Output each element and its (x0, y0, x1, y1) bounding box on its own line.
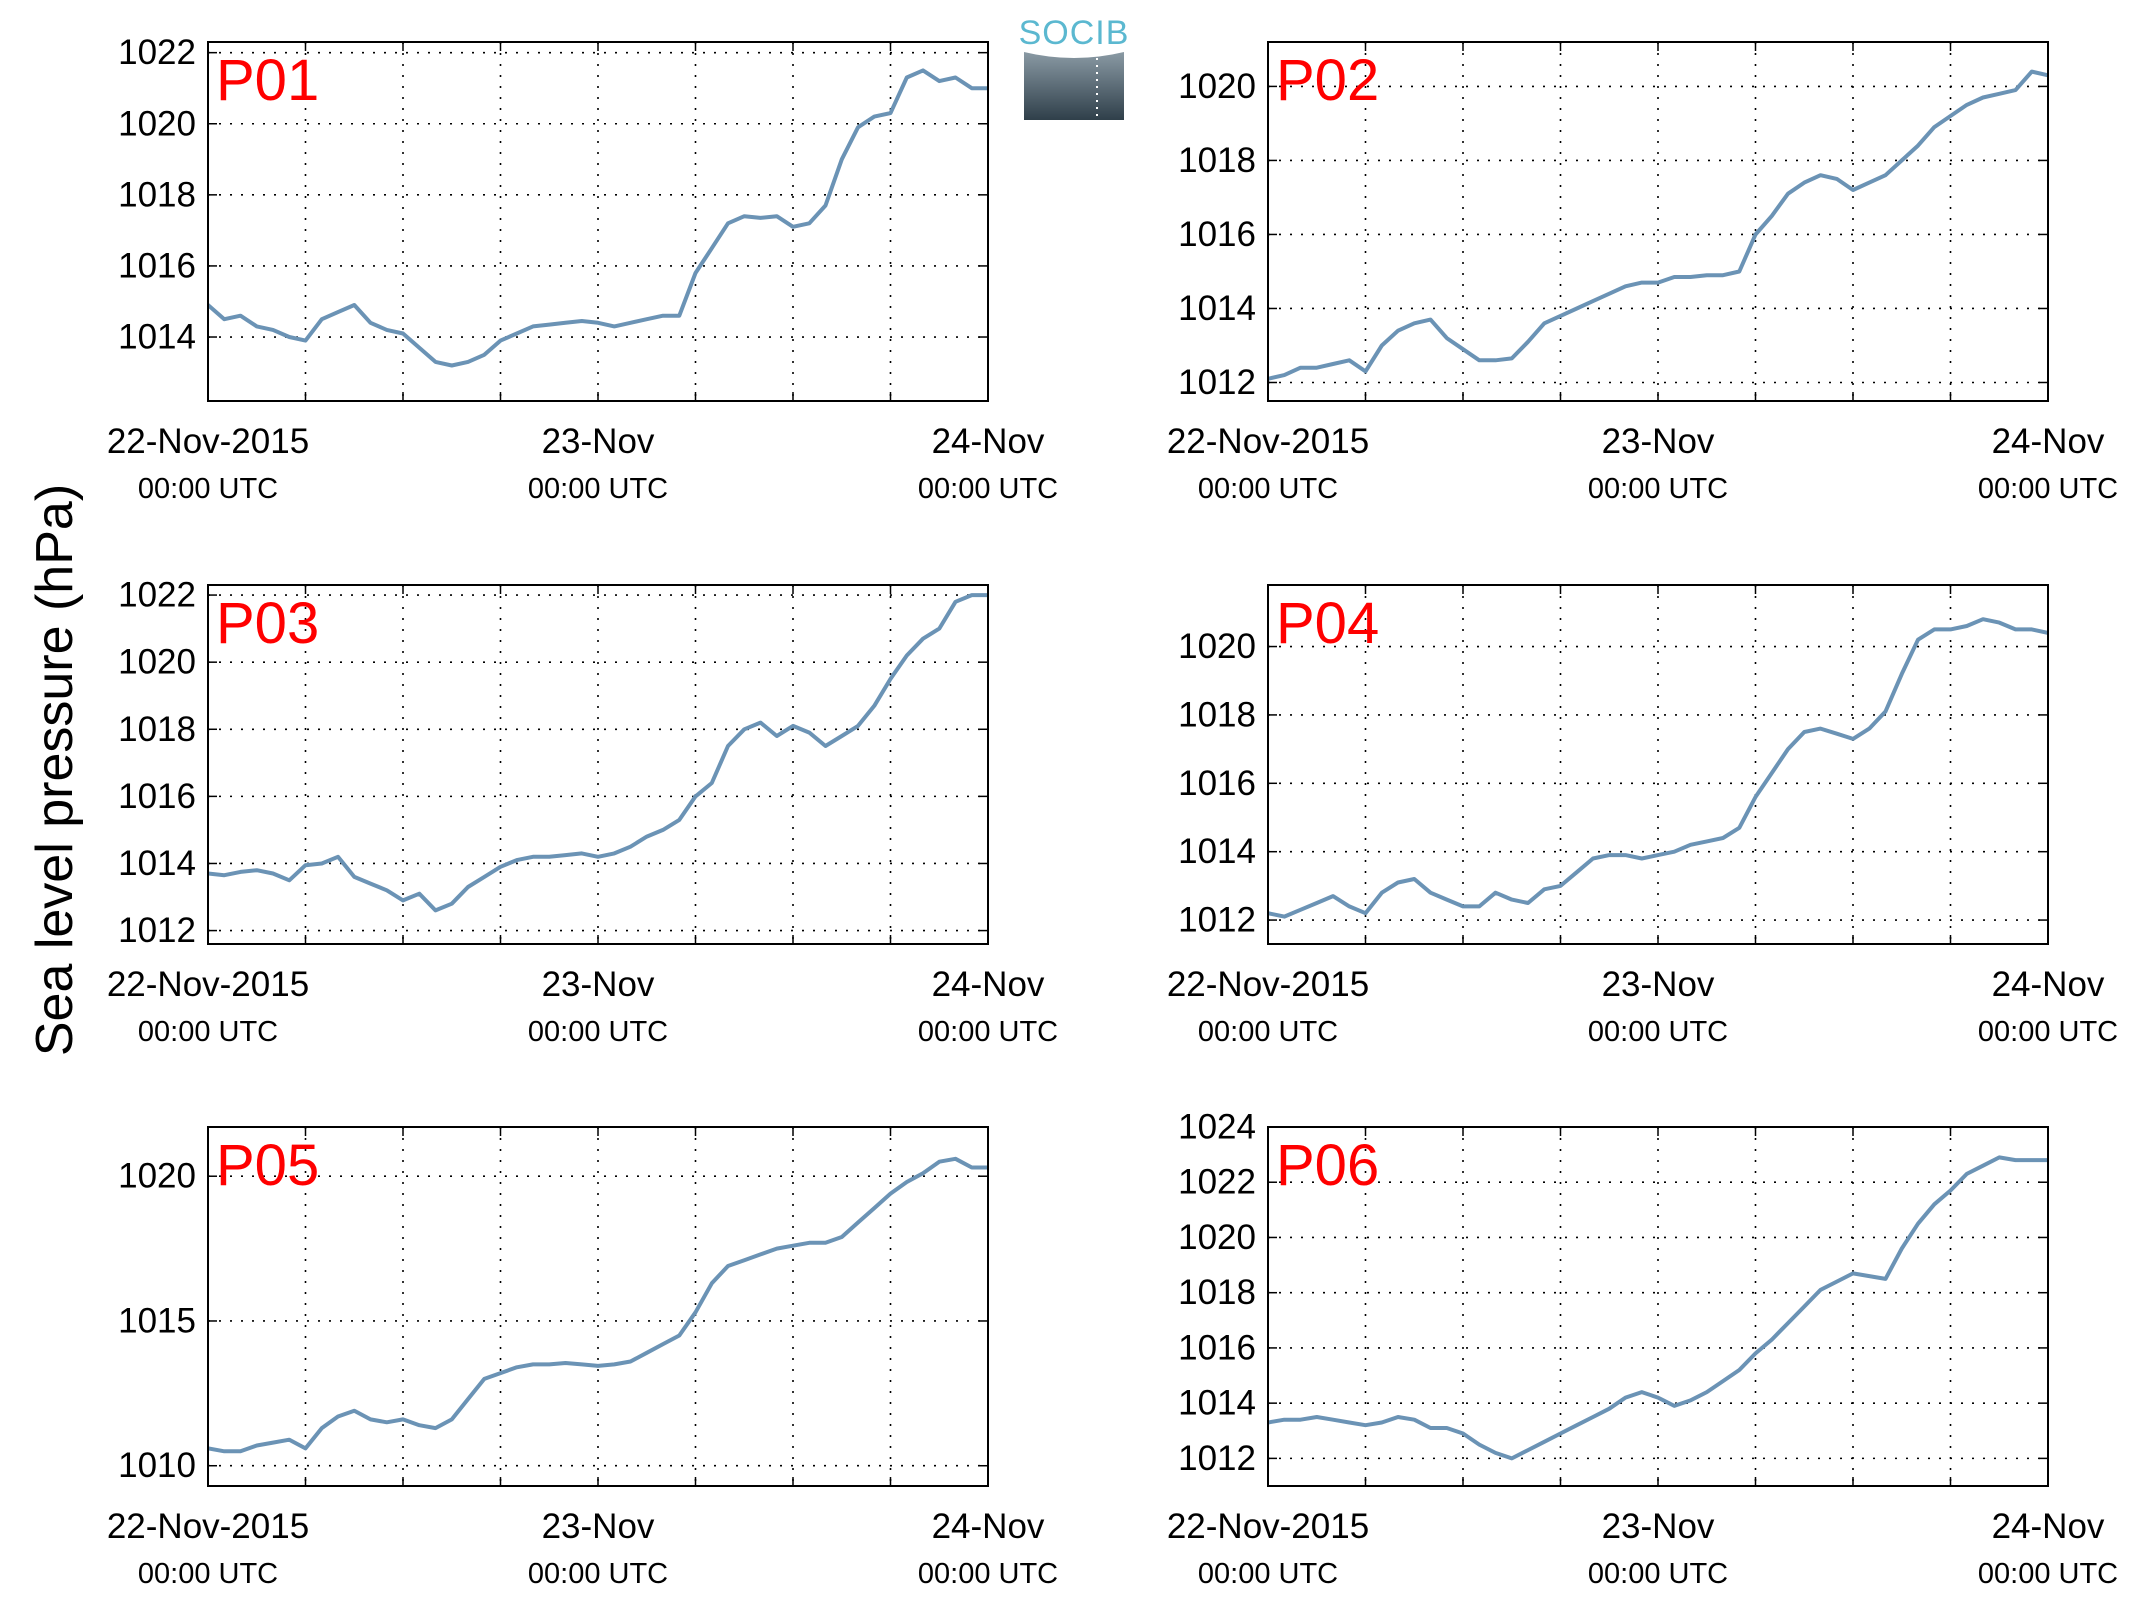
x-tick-label-date: 24-Nov (932, 1507, 1045, 1546)
y-tick-label: 1016 (1178, 215, 1256, 254)
x-tick-label-date: 24-Nov (1992, 965, 2105, 1004)
panel-label: P05 (216, 1133, 319, 1198)
x-tick-label-date: 23-Nov (1602, 1507, 1715, 1546)
x-tick-label-time: 00:00 UTC (1198, 1558, 1338, 1590)
x-tick-label-time: 00:00 UTC (1198, 473, 1338, 505)
x-tick-label-date: 24-Nov (1992, 1507, 2105, 1546)
panel-label: P01 (216, 48, 319, 113)
series-line-p06 (1268, 1155, 2048, 1461)
series-line-p04 (1268, 617, 2048, 919)
y-tick-label: 1014 (1178, 289, 1256, 328)
y-tick-label: 1020 (118, 643, 196, 682)
x-tick-label-date: 24-Nov (932, 965, 1045, 1004)
y-tick-label: 1016 (118, 777, 196, 816)
y-tick-label: 1020 (1178, 1218, 1256, 1257)
x-tick-label-time: 00:00 UTC (1588, 1016, 1728, 1048)
x-tick-label-time: 00:00 UTC (918, 1016, 1058, 1048)
x-tick-label-date: 23-Nov (542, 965, 655, 1004)
y-tick-label: 1018 (118, 175, 196, 214)
y-tick-label: 1012 (118, 911, 196, 950)
series-line-p03 (208, 593, 988, 913)
axes-frame (207, 584, 989, 945)
axes-frame (1267, 584, 2049, 945)
x-tick-label-date: 22-Nov-2015 (107, 1507, 309, 1546)
y-tick-label: 1020 (1178, 627, 1256, 666)
axes-frame (207, 41, 989, 402)
x-tick-label-time: 00:00 UTC (528, 1016, 668, 1048)
y-tick-label: 1024 (1178, 1108, 1256, 1147)
socib-logo-text: SOCIB (1019, 14, 1130, 52)
x-tick-label-time: 00:00 UTC (528, 473, 668, 505)
x-tick-label-time: 00:00 UTC (138, 473, 278, 505)
y-tick-label: 1018 (1178, 695, 1256, 734)
panel-p06: 1012 1014 1016 1018 1020 1022 1024 22-Nov-2015 0… (1167, 1108, 2118, 1591)
y-tick-label: 1020 (118, 1157, 196, 1196)
panel-p01: 1014 1016 1018 1020 1022 22-Nov-2015 00:00 UTC… (107, 33, 1058, 505)
x-tick-label-date: 22-Nov-2015 (1167, 422, 1369, 461)
y-tick-label: 1012 (1178, 901, 1256, 940)
x-tick-label-date: 24-Nov (1992, 422, 2105, 461)
x-tick-label-date: 22-Nov-2015 (107, 965, 309, 1004)
x-tick-label-time: 00:00 UTC (1978, 1016, 2118, 1048)
y-tick-label: 1020 (118, 104, 196, 143)
panel-p02: 1012 1014 1016 1018 1020 22-Nov-2015 00:00 UTC… (1167, 41, 2118, 505)
series-line-p02 (1268, 69, 2048, 381)
x-tick-label-time: 00:00 UTC (1198, 1016, 1338, 1048)
axes-frame (1267, 1126, 2049, 1487)
x-tick-label-time: 00:00 UTC (1978, 473, 2118, 505)
x-tick-label-date: 23-Nov (1602, 965, 1715, 1004)
y-tick-label: 1022 (118, 576, 196, 615)
socib-logo-wave (1024, 52, 1124, 120)
y-tick-label: 1012 (1178, 1439, 1256, 1478)
y-tick-label: 1018 (1178, 1273, 1256, 1312)
panel-p03: 1012 1014 1016 1018 1020 1022 22-Nov-2015 00:00… (107, 576, 1058, 1048)
x-tick-label-time: 00:00 UTC (528, 1558, 668, 1590)
y-tick-label: 1018 (118, 710, 196, 749)
y-tick-label: 1015 (118, 1301, 196, 1340)
x-tick-label-date: 22-Nov-2015 (1167, 965, 1369, 1004)
x-tick-label-time: 00:00 UTC (138, 1558, 278, 1590)
y-tick-label: 1014 (118, 844, 196, 883)
panel-label: P06 (1276, 1133, 1379, 1198)
y-tick-label: 1022 (118, 33, 196, 72)
panel-label: P04 (1276, 591, 1379, 656)
socib-logo: SOCIB (1019, 14, 1130, 120)
y-tick-label: 1022 (1178, 1163, 1256, 1202)
series-line-p01 (208, 68, 988, 368)
y-tick-label: 1014 (1178, 1384, 1256, 1423)
y-tick-label: 1010 (118, 1446, 196, 1485)
series-line-p05 (208, 1156, 988, 1454)
x-tick-label-time: 00:00 UTC (918, 1558, 1058, 1590)
y-axis-label: Sea level pressure (hPa) (26, 484, 84, 1056)
y-tick-label: 1020 (1178, 67, 1256, 106)
x-tick-label-time: 00:00 UTC (918, 473, 1058, 505)
x-tick-label-date: 23-Nov (542, 422, 655, 461)
y-tick-label: 1018 (1178, 141, 1256, 180)
y-tick-label: 1016 (1178, 764, 1256, 803)
x-tick-label-time: 00:00 UTC (1588, 1558, 1728, 1590)
y-tick-label: 1014 (118, 318, 196, 357)
x-tick-label-time: 00:00 UTC (1978, 1558, 2118, 1590)
x-tick-label-date: 24-Nov (932, 422, 1045, 461)
x-tick-label-time: 00:00 UTC (138, 1016, 278, 1048)
panel-p05: 1010 1015 1020 22-Nov-2015 00:00 UTC 23-Nov 00… (107, 1126, 1058, 1590)
y-tick-label: 1016 (1178, 1328, 1256, 1367)
y-tick-label: 1012 (1178, 363, 1256, 402)
panel-p04: 1012 1014 1016 1018 1020 22-Nov-2015 00:00 UTC… (1167, 584, 2118, 1048)
axes-frame (1267, 41, 2049, 402)
x-tick-label-date: 22-Nov-2015 (1167, 1507, 1369, 1546)
x-tick-label-date: 23-Nov (542, 1507, 655, 1546)
x-tick-label-time: 00:00 UTC (1588, 473, 1728, 505)
y-tick-label: 1016 (118, 246, 196, 285)
panel-label: P03 (216, 591, 319, 656)
axes-frame (207, 1126, 989, 1487)
x-tick-label-date: 23-Nov (1602, 422, 1715, 461)
y-tick-label: 1014 (1178, 832, 1256, 871)
panel-label: P02 (1276, 48, 1379, 113)
x-tick-label-date: 22-Nov-2015 (107, 422, 309, 461)
